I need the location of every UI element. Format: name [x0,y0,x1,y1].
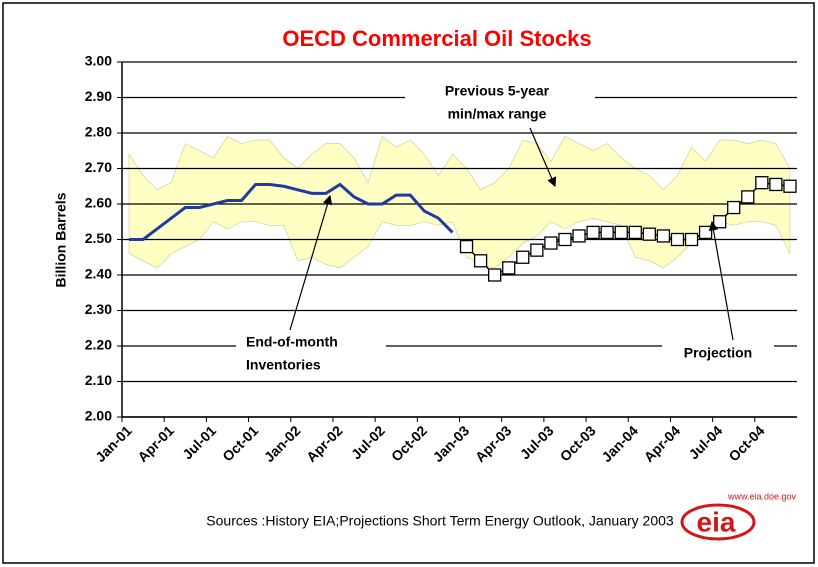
y-axis-label: Billion Barrels [53,192,69,287]
y-tick-label: 2.20 [85,337,112,353]
annotation-text: Projection [684,345,752,361]
y-tick-label: 2.60 [85,195,112,211]
marker [713,215,727,229]
marker [544,236,558,250]
logo-url: www.eia.doe.gov [727,491,797,501]
series-line [129,182,454,241]
annotation-text: Inventories [246,357,321,373]
marker [769,177,783,192]
y-tick-label: 3.00 [85,53,112,69]
marker [642,227,656,241]
marker [558,232,572,247]
annotation-box [662,342,774,366]
marker [783,179,797,193]
annotation-arrow [708,220,734,341]
marker [473,254,488,268]
y-tick-label: 2.30 [85,301,112,317]
annotation-text: min/max range [448,106,547,122]
marker [586,225,600,240]
range-band [128,136,791,269]
annotation-box [405,78,595,128]
marker [670,232,685,247]
marker [488,268,502,282]
source-note: Sources :History EIA;Projections Short T… [206,513,674,529]
y-tick-label: 2.90 [85,88,112,104]
marker [572,229,586,243]
marker [741,190,755,204]
logo-ring [680,503,756,541]
marker [684,232,699,247]
marker [727,200,741,215]
annotation-arrow [289,194,333,331]
chart-title: OECD Commercial Oil Stocks [282,26,591,51]
annotation-box [236,330,386,380]
annotation-text: End-of-month [246,334,338,350]
annotation-text: Previous 5-year [445,83,550,99]
y-tick-label: 2.70 [85,159,112,175]
y-tick-label: 2.80 [85,124,112,140]
marker [600,225,614,240]
marker [656,229,671,243]
marker [628,225,642,240]
y-tick-label: 2.40 [85,266,112,282]
annotation-arrow [529,127,557,188]
marker [502,261,516,275]
marker [530,243,544,257]
logo-text: eia [697,506,736,537]
y-tick-label: 2.00 [85,408,112,424]
marker [516,250,530,264]
y-tick-label: 2.10 [85,372,112,388]
marker [459,239,474,254]
marker [698,225,713,240]
marker [755,176,769,190]
y-tick-label: 2.50 [85,230,112,246]
marker [614,225,628,240]
